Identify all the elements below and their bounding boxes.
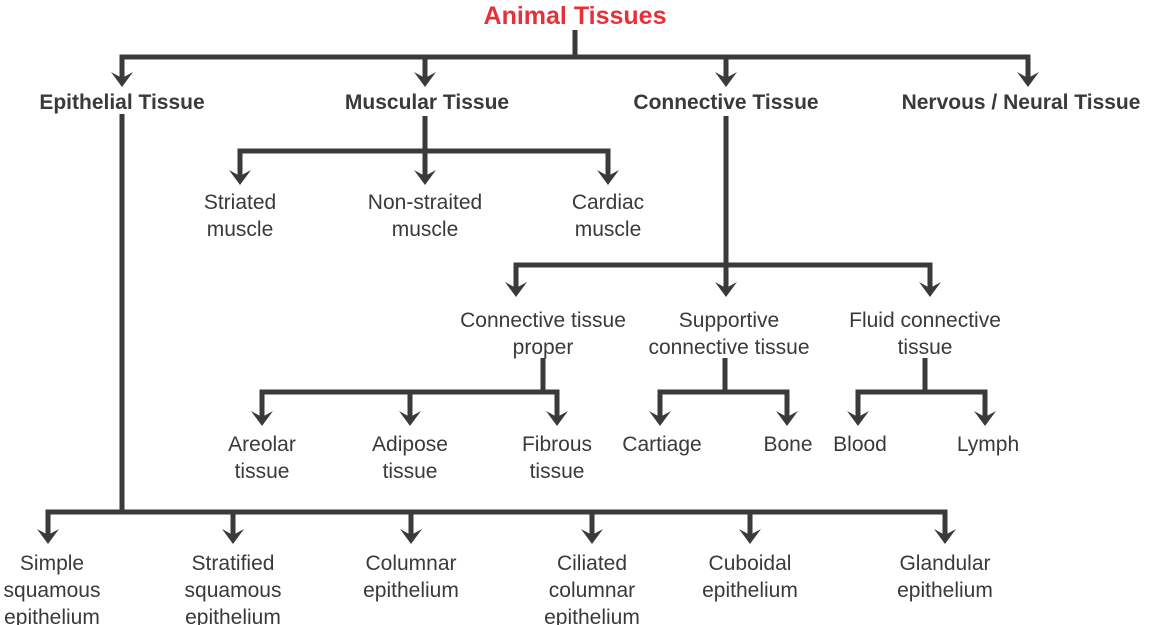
node-cartiage: Cartiage (622, 433, 702, 456)
connector-muscular-branch (237, 116, 611, 176)
node-glandular-epithelium: Glandular epithelium (897, 552, 993, 602)
page-title: Animal Tissues (483, 2, 667, 30)
node-supportive-connective-tissue: Supportive connective tissue (648, 309, 810, 359)
node-columnar-epithelium: Columnar epithelium (363, 552, 459, 602)
node-muscular-tissue: Muscular Tissue (344, 91, 510, 114)
node-bone: Bone (763, 433, 813, 456)
node-stratified-squamous-epithelium: Stratified squamous epithelium (184, 552, 282, 625)
connector-proper-branch (259, 358, 560, 417)
node-lymph: Lymph (956, 433, 1020, 456)
node-areolar-tissue: Areolar tissue (228, 433, 296, 483)
node-connective-tissue: Connective Tissue (633, 91, 819, 114)
connector-epithelial-branch (45, 114, 948, 535)
node-ciliated-columnar-epithelium: Ciliated columnar epithelium (544, 552, 640, 625)
node-non-straited-muscle: Non-straited muscle (367, 191, 483, 241)
node-cuboidal-epithelium: Cuboidal epithelium (702, 552, 798, 602)
node-cardiac-muscle: Cardiac muscle (571, 191, 645, 241)
node-fibrous-tissue: Fibrous tissue (521, 433, 593, 483)
connector-supportive-branch (657, 358, 790, 417)
node-connective-tissue-proper: Connective tissue proper (460, 309, 626, 359)
node-epithelial-tissue: Epithelial Tissue (39, 91, 205, 114)
node-fluid-connective-tissue: Fluid connective tissue (849, 309, 1001, 359)
node-blood: Blood (833, 433, 887, 456)
connector-connective-branch (513, 116, 933, 288)
node-nervous-neural-tissue: Nervous / Neural Tissue (901, 91, 1141, 114)
connector-root-to-level1 (119, 30, 1031, 78)
node-adipose-tissue: Adipose tissue (372, 433, 448, 483)
connector-fluid-branch (855, 358, 988, 417)
node-simple-squamous-epithelium: Simple squamous epithelium (3, 552, 101, 625)
node-striated-muscle: Striated muscle (203, 191, 277, 241)
